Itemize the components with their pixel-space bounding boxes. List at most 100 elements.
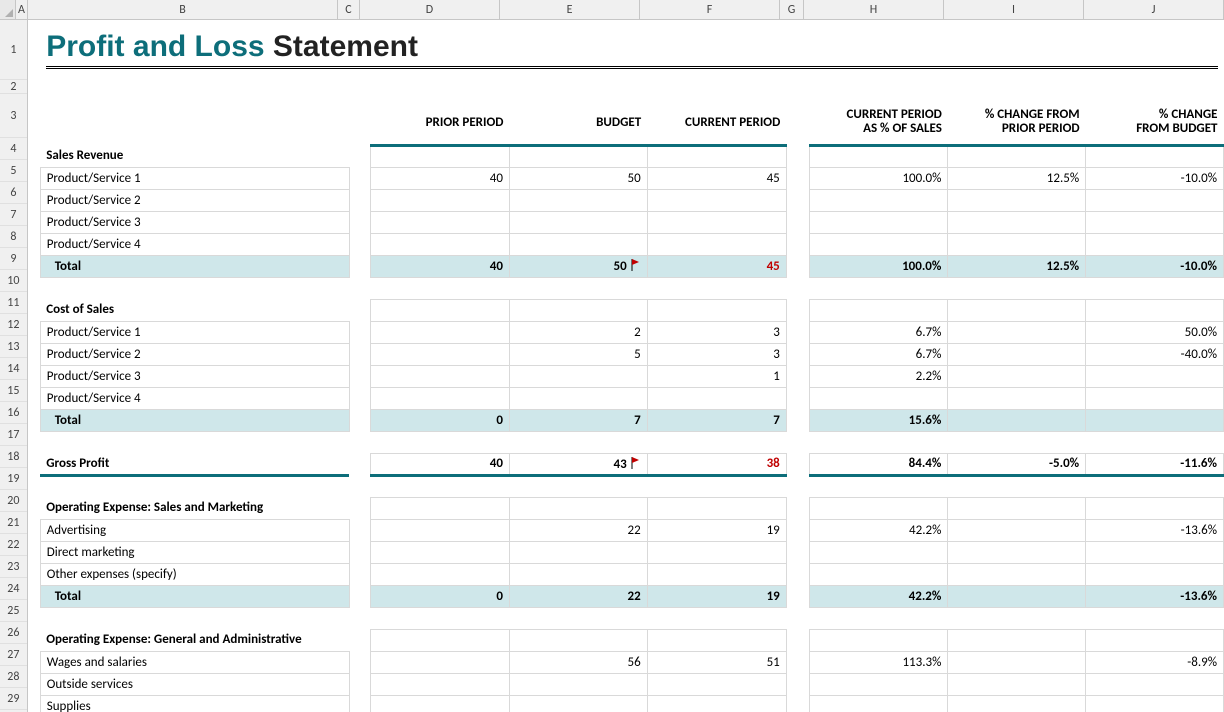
row-header-11[interactable]: 11 <box>0 292 27 314</box>
cell-H[interactable] <box>810 497 948 519</box>
cell-H[interactable]: 2.2% <box>810 365 948 387</box>
row-header-20[interactable]: 20 <box>0 490 27 512</box>
cell-E[interactable] <box>509 673 647 695</box>
cell-F[interactable]: 1 <box>647 365 786 387</box>
row-header-12[interactable]: 12 <box>0 314 27 336</box>
cell-E[interactable] <box>509 365 647 387</box>
cell-H[interactable]: 42.2% <box>810 519 948 541</box>
cell-J[interactable] <box>1086 387 1224 409</box>
cell-D[interactable] <box>371 233 510 255</box>
column-header-D[interactable]: D <box>360 0 500 19</box>
label[interactable]: Product/Service 1 <box>40 321 349 343</box>
total-row[interactable]: Total <box>40 255 349 277</box>
cell-D[interactable]: 0 <box>371 585 510 607</box>
cell-J[interactable] <box>1086 365 1224 387</box>
cell-E[interactable] <box>509 299 647 321</box>
label[interactable]: Advertising <box>40 519 349 541</box>
cell-D[interactable] <box>371 519 510 541</box>
cell-I[interactable] <box>948 321 1086 343</box>
section-sales-revenue[interactable]: Sales Revenue <box>40 145 349 167</box>
cell-F[interactable] <box>647 189 786 211</box>
cell-E[interactable] <box>509 629 647 651</box>
row-header-19[interactable]: 19 <box>0 468 27 490</box>
cell-I[interactable] <box>948 585 1086 607</box>
cell-J[interactable] <box>1086 497 1224 519</box>
cell-I[interactable] <box>948 299 1086 321</box>
cell-H[interactable] <box>810 563 948 585</box>
cell-E[interactable] <box>509 387 647 409</box>
cell-H[interactable] <box>810 233 948 255</box>
item[interactable]: Product/Service 3 <box>40 211 349 233</box>
cell-D[interactable] <box>371 299 510 321</box>
item[interactable]: Product/Service 2 <box>40 189 349 211</box>
cell-I[interactable] <box>948 365 1086 387</box>
cell-H[interactable] <box>810 673 948 695</box>
cell-E[interactable] <box>509 145 647 167</box>
cell-F[interactable]: 45 <box>647 167 786 189</box>
column-header-J[interactable]: J <box>1084 0 1224 19</box>
row-header-6[interactable]: 6 <box>0 182 27 204</box>
cell-H[interactable] <box>810 211 948 233</box>
cell-J[interactable]: 50.0% <box>1086 321 1224 343</box>
cell-F[interactable] <box>647 497 786 519</box>
cell-J[interactable] <box>1086 233 1224 255</box>
cell-D[interactable] <box>371 695 510 712</box>
cell-I[interactable] <box>948 651 1086 673</box>
cell-E[interactable]: 50 <box>509 167 647 189</box>
cell-E[interactable]: 22 <box>509 585 647 607</box>
row-header-14[interactable]: 14 <box>0 358 27 380</box>
cell-E[interactable] <box>509 541 647 563</box>
cell-H[interactable]: 100.0% <box>810 255 948 277</box>
cell-H[interactable] <box>810 695 948 712</box>
row-header-4[interactable]: 4 <box>0 138 27 160</box>
cell-D[interactable] <box>371 563 510 585</box>
cell-D[interactable] <box>371 387 510 409</box>
cell-F[interactable] <box>647 695 786 712</box>
row-header-18[interactable]: 18 <box>0 446 27 468</box>
cell-H[interactable]: 15.6% <box>810 409 948 431</box>
item[interactable]: Product/Service 1 <box>40 167 349 189</box>
cell-H[interactable]: 113.3% <box>810 651 948 673</box>
cell-D[interactable] <box>371 145 510 167</box>
cell-J[interactable]: -10.0% <box>1086 255 1224 277</box>
cell-I[interactable] <box>948 189 1086 211</box>
cell-J[interactable] <box>1086 629 1224 651</box>
row-header-7[interactable]: 7 <box>0 204 27 226</box>
row-header-15[interactable]: 15 <box>0 380 27 402</box>
column-header-A[interactable]: A <box>16 0 28 19</box>
column-header-C[interactable]: C <box>338 0 360 19</box>
cell-H[interactable]: 42.2% <box>810 585 948 607</box>
cell-E[interactable] <box>509 695 647 712</box>
cell-H[interactable] <box>810 189 948 211</box>
cell-D[interactable] <box>371 673 510 695</box>
cell-F[interactable] <box>647 145 786 167</box>
item[interactable]: Product/Service 4 <box>40 233 349 255</box>
label[interactable]: Product/Service 3 <box>40 365 349 387</box>
row-header-27[interactable]: 27 <box>0 644 27 666</box>
cell-I[interactable] <box>948 233 1086 255</box>
cell-H[interactable] <box>810 299 948 321</box>
cell-H[interactable] <box>810 145 948 167</box>
cell-D[interactable] <box>371 321 510 343</box>
cell-E[interactable]: 22 <box>509 519 647 541</box>
cell-E[interactable] <box>509 563 647 585</box>
cell-F[interactable] <box>647 563 786 585</box>
column-header-G[interactable]: G <box>780 0 804 19</box>
cell-H[interactable] <box>810 541 948 563</box>
row-header-1[interactable]: 1 <box>0 20 27 80</box>
label[interactable]: Wages and salaries <box>40 651 349 673</box>
cell-H[interactable] <box>810 387 948 409</box>
cell-J[interactable] <box>1086 673 1224 695</box>
cell-J[interactable] <box>1086 211 1224 233</box>
column-header-F[interactable]: F <box>640 0 780 19</box>
cell-I[interactable] <box>948 541 1086 563</box>
row-header-2[interactable]: 2 <box>0 80 27 94</box>
cell-D[interactable] <box>371 497 510 519</box>
cell-F[interactable]: 3 <box>647 343 786 365</box>
cell-I[interactable] <box>948 563 1086 585</box>
cell-D[interactable] <box>371 189 510 211</box>
section-ga[interactable]: Operating Expense: General and Administr… <box>40 629 349 651</box>
column-header-B[interactable]: B <box>28 0 338 19</box>
cell-F[interactable]: 19 <box>647 585 786 607</box>
cell-F[interactable] <box>647 541 786 563</box>
